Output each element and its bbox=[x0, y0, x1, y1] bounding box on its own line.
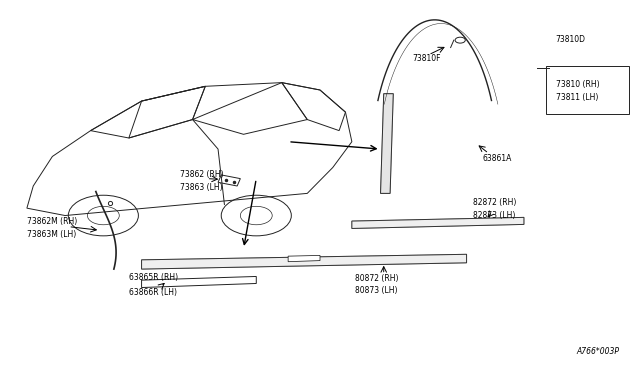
Text: 80872 (RH): 80872 (RH) bbox=[355, 274, 399, 283]
Polygon shape bbox=[141, 254, 467, 269]
Text: 80873 (LH): 80873 (LH) bbox=[355, 286, 397, 295]
Polygon shape bbox=[288, 256, 320, 262]
Text: 82873 (LH): 82873 (LH) bbox=[473, 211, 515, 220]
Text: 63861A: 63861A bbox=[483, 154, 512, 163]
Polygon shape bbox=[352, 217, 524, 228]
Text: 73862M (RH): 73862M (RH) bbox=[27, 217, 77, 225]
Text: 73810F: 73810F bbox=[412, 54, 441, 63]
Text: 63865R (RH): 63865R (RH) bbox=[129, 273, 178, 282]
Text: 73863 (LH): 73863 (LH) bbox=[180, 183, 223, 192]
Text: 73811 (LH): 73811 (LH) bbox=[556, 93, 598, 102]
Text: A766*003P: A766*003P bbox=[577, 347, 620, 356]
Text: 82872 (RH): 82872 (RH) bbox=[473, 198, 516, 207]
Text: 73810D: 73810D bbox=[556, 35, 586, 44]
Text: 63866R (LH): 63866R (LH) bbox=[129, 288, 177, 297]
Text: 73863M (LH): 73863M (LH) bbox=[27, 230, 76, 239]
Text: 73862 (RH): 73862 (RH) bbox=[180, 170, 223, 179]
Polygon shape bbox=[381, 94, 394, 193]
Text: 73810 (RH): 73810 (RH) bbox=[556, 80, 600, 89]
